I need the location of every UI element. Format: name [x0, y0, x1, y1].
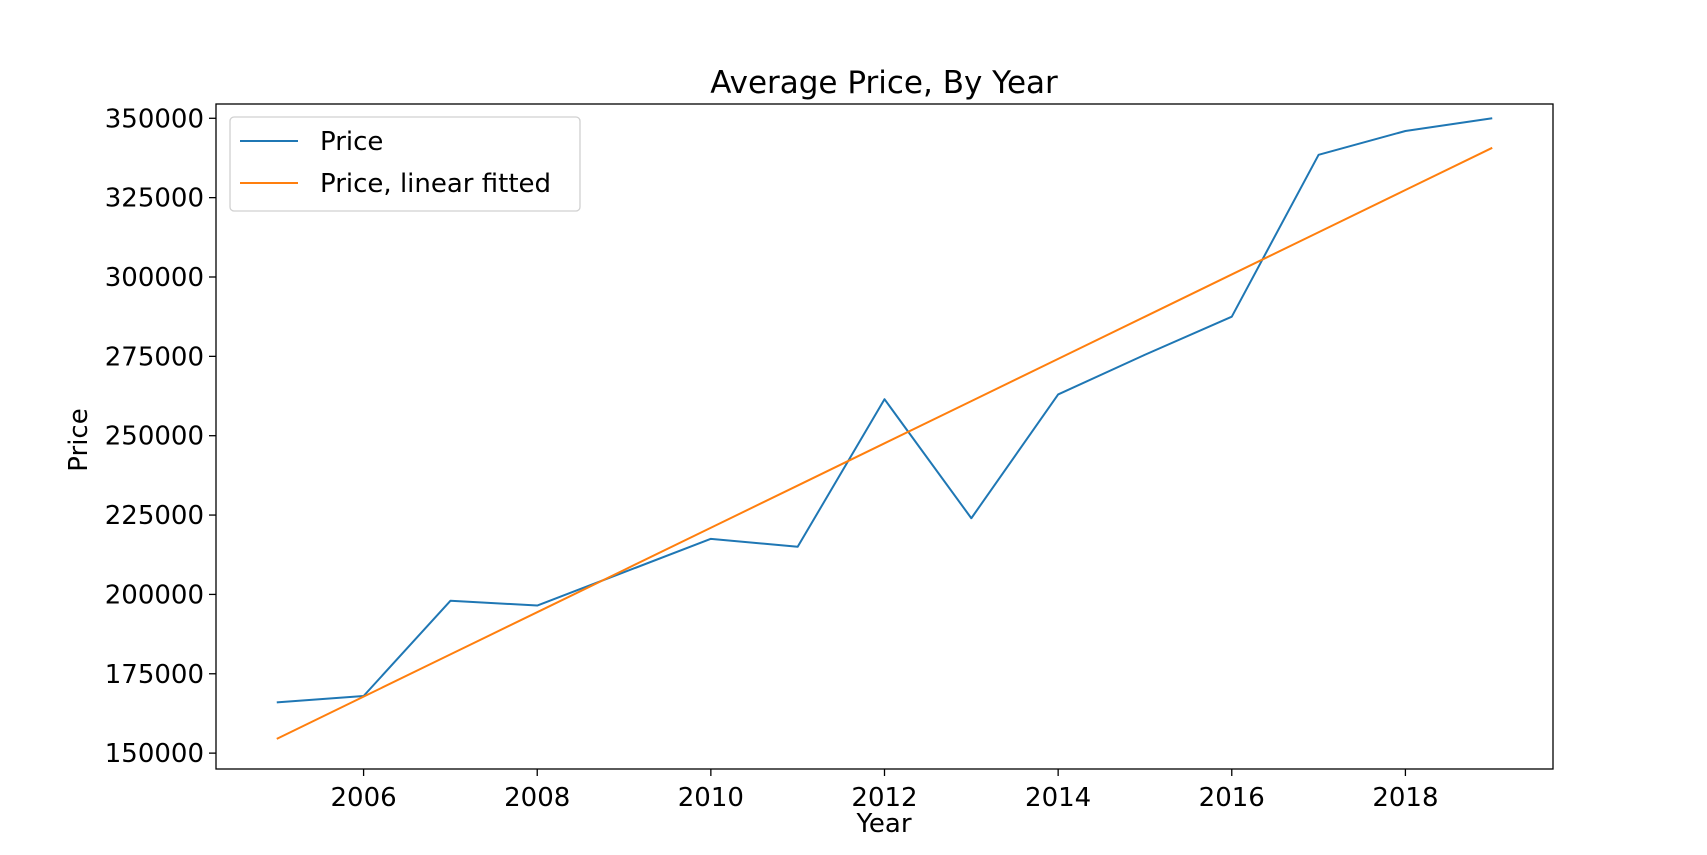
- plot-area: [216, 104, 1553, 769]
- y-tick-label: 350000: [105, 104, 204, 134]
- y-tick-label: 225000: [105, 501, 204, 531]
- y-tick-label: 275000: [105, 342, 204, 372]
- x-tick-label: 2010: [678, 783, 744, 813]
- x-tick-label: 2008: [504, 783, 570, 813]
- y-tick-label: 300000: [105, 263, 204, 293]
- legend-label-price: Price: [320, 127, 383, 157]
- x-tick-label: 2016: [1199, 783, 1265, 813]
- x-tick-label: 2018: [1372, 783, 1438, 813]
- y-tick-label: 325000: [105, 184, 204, 214]
- x-tick-label: 2014: [1025, 783, 1091, 813]
- x-axis: 2006 2008 2010 2012 2014 2016 2018: [331, 769, 1438, 813]
- x-axis-title: Year: [855, 809, 911, 839]
- series-lines: [276, 117, 1493, 740]
- series-line-price: [276, 117, 1493, 704]
- y-axis-title: Price: [64, 408, 94, 471]
- x-tick-label: 2012: [851, 783, 917, 813]
- plot-frame: [215, 103, 1554, 770]
- legend-box: [229, 116, 581, 212]
- y-tick-label: 150000: [105, 739, 204, 769]
- legend-label-price-fitted: Price, linear fitted: [320, 169, 551, 199]
- y-tick-label: 175000: [105, 660, 204, 690]
- y-tick-label: 200000: [105, 580, 204, 610]
- y-tick-label: 250000: [105, 422, 204, 452]
- chart-title: Average Price, By Year: [710, 65, 1058, 101]
- y-axis: 150000 175000 200000 225000 250000 275000 3000…: [105, 104, 216, 769]
- series-line-price-fitted: [276, 146, 1493, 740]
- legend: Price Price, linear fitted: [229, 116, 581, 212]
- x-tick-label: 2006: [331, 783, 397, 813]
